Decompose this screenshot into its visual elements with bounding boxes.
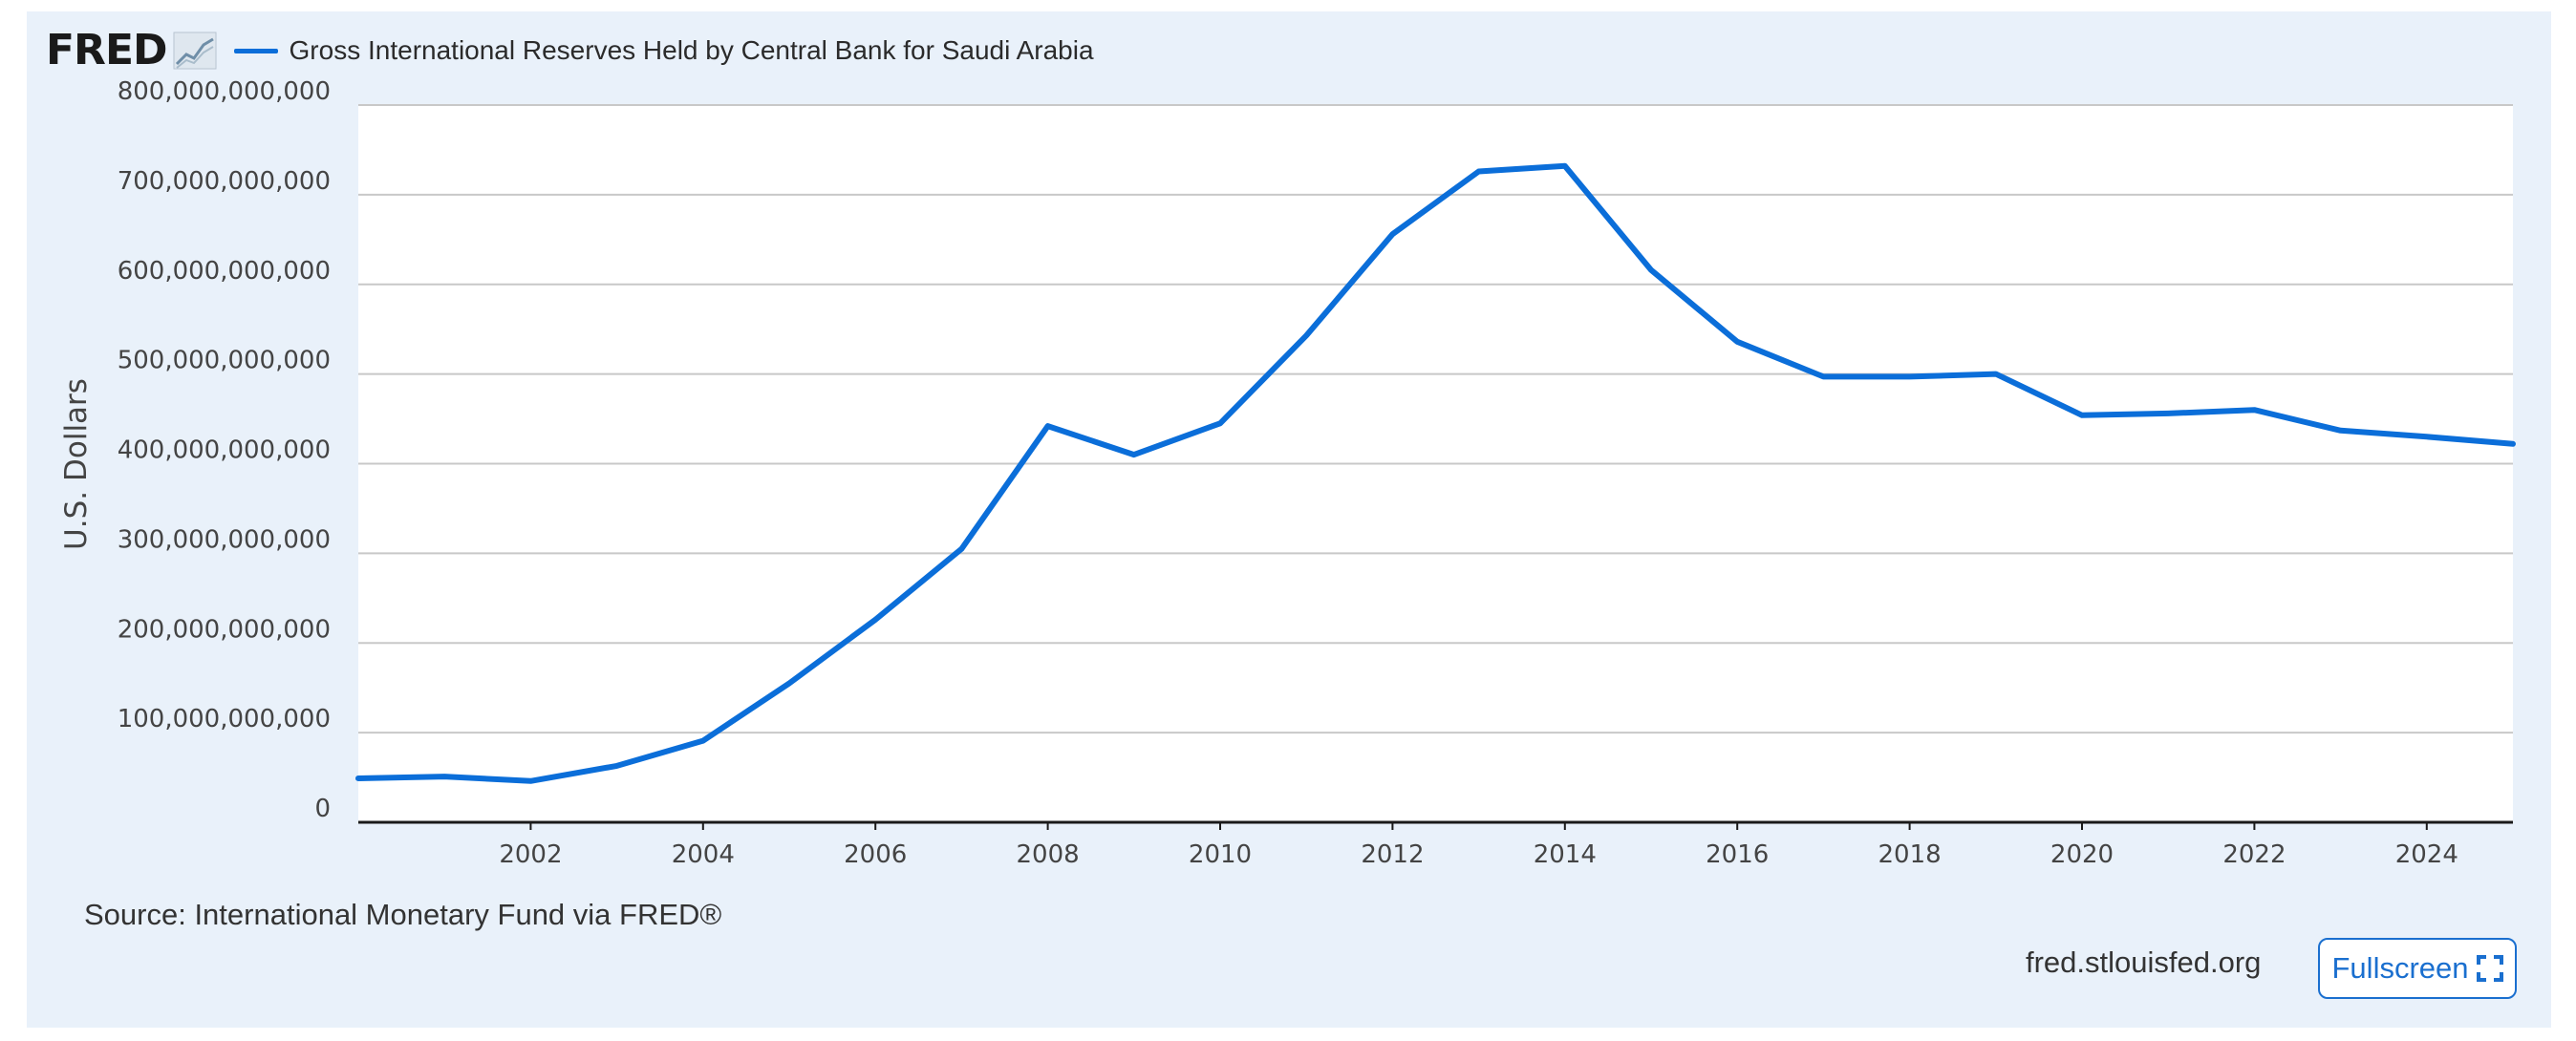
x-tick-label: 2002 (499, 840, 562, 869)
x-tick-labels: 2002 2004 2006 2008 2010 2012 2014 2016 2018 2020… (499, 822, 2458, 869)
site-link[interactable]: fred.stlouisfed.org (2026, 945, 2262, 979)
chart-legend: Gross International Reserves Held by Cen… (233, 35, 1094, 66)
series-line[interactable] (355, 162, 2516, 784)
gridlines (358, 104, 2513, 734)
x-tick-label: 2008 (1017, 840, 1080, 869)
y-tick-label: 0 (314, 795, 331, 823)
y-axis-label: U.S. Dollars (59, 378, 94, 550)
chart-header: FRED Gross International Reserves Held b… (46, 27, 1094, 74)
x-tick-label: 2014 (1534, 840, 1597, 869)
fred-logo-text: FRED (46, 26, 168, 74)
y-tick-label: 100,000,000,000 (118, 705, 331, 733)
x-tick-label: 2006 (844, 840, 907, 869)
expand-icon (2476, 955, 2503, 982)
x-tick-label: 2018 (1878, 840, 1942, 869)
y-tick-label: 300,000,000,000 (118, 525, 331, 554)
x-tick-label: 2024 (2395, 840, 2458, 869)
fullscreen-button[interactable]: Fullscreen (2318, 938, 2517, 999)
x-tick-label: 2012 (1361, 840, 1424, 869)
y-tick-label: 700,000,000,000 (118, 167, 331, 196)
source-note: Source: International Monetary Fund via … (84, 898, 722, 931)
x-tick-label: 2020 (2050, 840, 2114, 869)
legend-swatch (233, 48, 278, 53)
x-tick-label: 2016 (1706, 840, 1769, 869)
series-layer (355, 162, 2516, 784)
x-tick-label: 2010 (1189, 840, 1252, 869)
chart-line-icon (173, 32, 217, 70)
y-tick-labels: 0 100,000,000,000 200,000,000,000 300,000,0… (118, 77, 331, 823)
y-tick-label: 800,000,000,000 (118, 77, 331, 106)
y-tick-label: 400,000,000,000 (118, 436, 331, 465)
legend-label: Gross International Reserves Held by Cen… (289, 35, 1094, 65)
fred-logo[interactable]: FRED (46, 30, 217, 72)
x-tick-label: 2004 (672, 840, 735, 869)
fullscreen-label: Fullscreen (2331, 951, 2469, 985)
y-tick-label: 200,000,000,000 (118, 615, 331, 644)
y-tick-label: 600,000,000,000 (118, 257, 331, 286)
x-tick-label: 2022 (2222, 840, 2286, 869)
y-tick-label: 500,000,000,000 (118, 347, 331, 375)
